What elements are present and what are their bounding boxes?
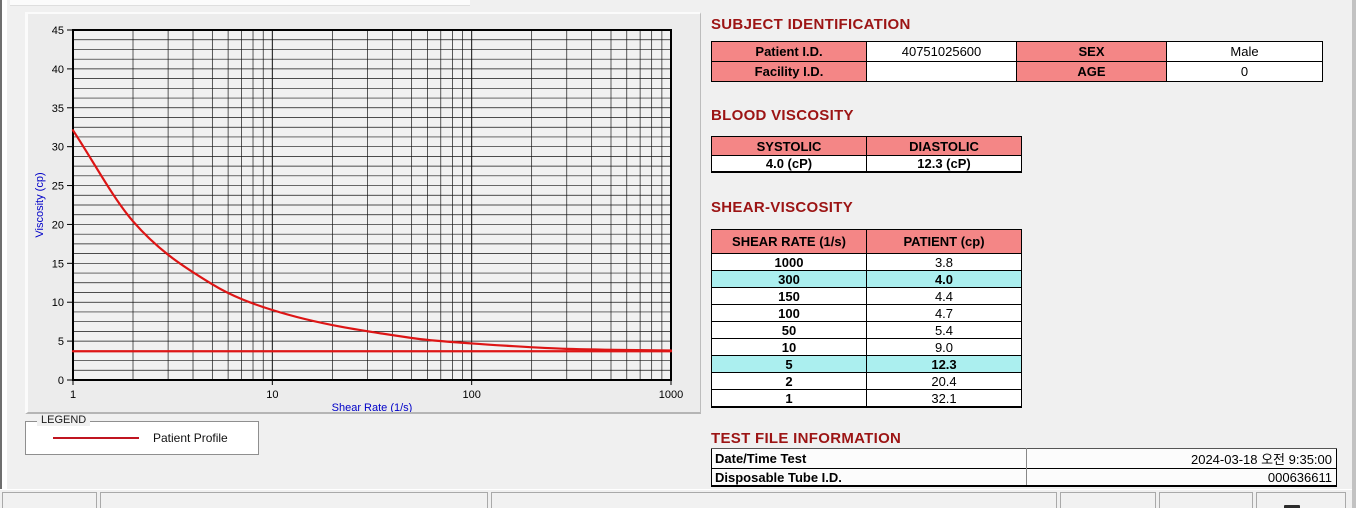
- systolic-header: SYSTOLIC: [711, 136, 867, 156]
- legend-box: LEGEND Patient Profile: [25, 414, 259, 455]
- disposable-tube-id-label: Disposable Tube I.D.: [711, 468, 1027, 486]
- shear-rate-cell: 300: [711, 270, 867, 288]
- sex-label: SEX: [1016, 41, 1167, 62]
- age-value: 0: [1166, 61, 1323, 82]
- patient-cp-cell: 9.0: [866, 338, 1022, 356]
- status-segment[interactable]: [1256, 492, 1346, 508]
- shear-rate-cell: 50: [711, 321, 867, 339]
- shear-table-row: 100 4.7: [711, 304, 1022, 322]
- patient-cp-cell: 5.4: [866, 321, 1022, 339]
- patient-id-value: 40751025600: [866, 41, 1017, 62]
- patient-cp-cell: 3.8: [866, 253, 1022, 271]
- table-row: Disposable Tube I.D. 000636611: [711, 468, 1337, 486]
- systolic-value: 4.0 (cP): [711, 155, 867, 173]
- clipped-text-fragment: [1284, 505, 1300, 508]
- patient-cp-cell: 4.4: [866, 287, 1022, 305]
- shear-viscosity-table: SHEAR RATE (1/s) PATIENT (cp) 1000 3.8 300…: [711, 229, 1022, 408]
- svg-text:15: 15: [52, 258, 64, 270]
- disposable-tube-id-value: 000636611: [1026, 468, 1337, 486]
- shear-viscosity-chart: 0 5 10 15 20 25 30 35 40 45 1 10 100 1000 Shear Rate (…: [34, 25, 683, 412]
- diastolic-header: DIASTOLIC: [866, 136, 1022, 156]
- window-left-edge: [0, 0, 2, 508]
- svg-text:Shear Rate (1/s): Shear Rate (1/s): [332, 402, 413, 412]
- table-row: SYSTOLIC DIASTOLIC: [711, 136, 1022, 156]
- top-panel-edge: [10, 0, 470, 6]
- age-label: AGE: [1016, 61, 1167, 82]
- svg-text:45: 45: [52, 25, 64, 37]
- window-right-highlight: [1356, 0, 1366, 508]
- test-file-information-title: TEST FILE INFORMATION: [711, 430, 902, 447]
- table-row: 4.0 (cP) 12.3 (cP): [711, 155, 1022, 173]
- status-segment[interactable]: [2, 492, 97, 508]
- table-row: Date/Time Test 2024-03-18 오전 9:35:00: [711, 448, 1337, 469]
- status-segment[interactable]: [1060, 492, 1156, 508]
- shear-rate-cell: 100: [711, 304, 867, 322]
- viscosity-chart-panel: 0 5 10 15 20 25 30 35 40 45 1 10 100 1000 Shear Rate (…: [25, 12, 701, 414]
- legend-line-sample: [53, 437, 139, 439]
- shear-table-row: 300 4.0: [711, 270, 1022, 288]
- patient-cp-header: PATIENT (cp): [866, 229, 1022, 254]
- shear-rate-cell: 10: [711, 338, 867, 356]
- svg-text:35: 35: [52, 103, 64, 115]
- shear-rate-cell: 2: [711, 372, 867, 390]
- patient-id-label: Patient I.D.: [711, 41, 867, 62]
- patient-cp-cell: 12.3: [866, 355, 1022, 373]
- svg-text:1: 1: [70, 389, 76, 401]
- svg-text:30: 30: [52, 142, 64, 154]
- svg-text:25: 25: [52, 181, 64, 193]
- blood-viscosity-table: SYSTOLIC DIASTOLIC 4.0 (cP) 12.3 (cP): [711, 136, 1022, 173]
- shear-viscosity-title: SHEAR-VISCOSITY: [711, 199, 854, 216]
- svg-text:20: 20: [52, 219, 64, 231]
- legend-caption: LEGEND: [37, 414, 91, 426]
- table-row: Facility I.D. AGE 0: [711, 61, 1323, 82]
- shear-table-row: 10 9.0: [711, 338, 1022, 356]
- shear-table-row: 1 32.1: [711, 389, 1022, 408]
- patient-cp-cell: 32.1: [866, 389, 1022, 408]
- svg-text:100: 100: [462, 389, 480, 401]
- test-file-information-table: Date/Time Test 2024-03-18 오전 9:35:00 Dis…: [711, 448, 1337, 487]
- sex-value: Male: [1166, 41, 1323, 62]
- shear-table-row: 2 20.4: [711, 372, 1022, 390]
- facility-id-label: Facility I.D.: [711, 61, 867, 82]
- facility-id-value: [866, 61, 1017, 82]
- window-right-edge: [1352, 0, 1356, 508]
- patient-cp-cell: 20.4: [866, 372, 1022, 390]
- status-segment[interactable]: [100, 492, 488, 508]
- subject-identification-table: Patient I.D. 40751025600 SEX Male Facili…: [711, 41, 1323, 82]
- svg-text:10: 10: [52, 297, 64, 309]
- status-segment[interactable]: [1159, 492, 1253, 508]
- legend-entry-label: Patient Profile: [153, 431, 228, 445]
- svg-text:5: 5: [58, 336, 64, 348]
- shear-rate-cell: 1000: [711, 253, 867, 271]
- shear-table-row: 50 5.4: [711, 321, 1022, 339]
- svg-text:0: 0: [58, 375, 64, 387]
- shear-table-row: 5 12.3: [711, 355, 1022, 373]
- patient-cp-cell: 4.0: [866, 270, 1022, 288]
- svg-text:1000: 1000: [659, 389, 683, 401]
- shear-table-row: 150 4.4: [711, 287, 1022, 305]
- diastolic-value: 12.3 (cP): [866, 155, 1022, 173]
- legend-entry: Patient Profile: [26, 422, 258, 454]
- date-time-test-value: 2024-03-18 오전 9:35:00: [1026, 448, 1337, 469]
- subject-identification-title: SUBJECT IDENTIFICATION: [711, 16, 911, 33]
- patient-cp-cell: 4.7: [866, 304, 1022, 322]
- blood-viscosity-title: BLOOD VISCOSITY: [711, 107, 854, 124]
- status-segment[interactable]: [491, 492, 1057, 508]
- svg-text:10: 10: [266, 389, 278, 401]
- table-header-row: SHEAR RATE (1/s) PATIENT (cp): [711, 229, 1022, 254]
- shear-rate-cell: 1: [711, 389, 867, 408]
- shear-rate-cell: 5: [711, 355, 867, 373]
- svg-text:40: 40: [52, 64, 64, 76]
- window-left-highlight: [2, 0, 7, 508]
- status-bar: [0, 489, 1366, 508]
- date-time-test-label: Date/Time Test: [711, 448, 1027, 469]
- table-row: Patient I.D. 40751025600 SEX Male: [711, 41, 1323, 62]
- shear-table-row: 1000 3.8: [711, 253, 1022, 271]
- shear-rate-header: SHEAR RATE (1/s): [711, 229, 867, 254]
- shear-rate-cell: 150: [711, 287, 867, 305]
- svg-text:Viscosity (cp): Viscosity (cp): [34, 172, 46, 237]
